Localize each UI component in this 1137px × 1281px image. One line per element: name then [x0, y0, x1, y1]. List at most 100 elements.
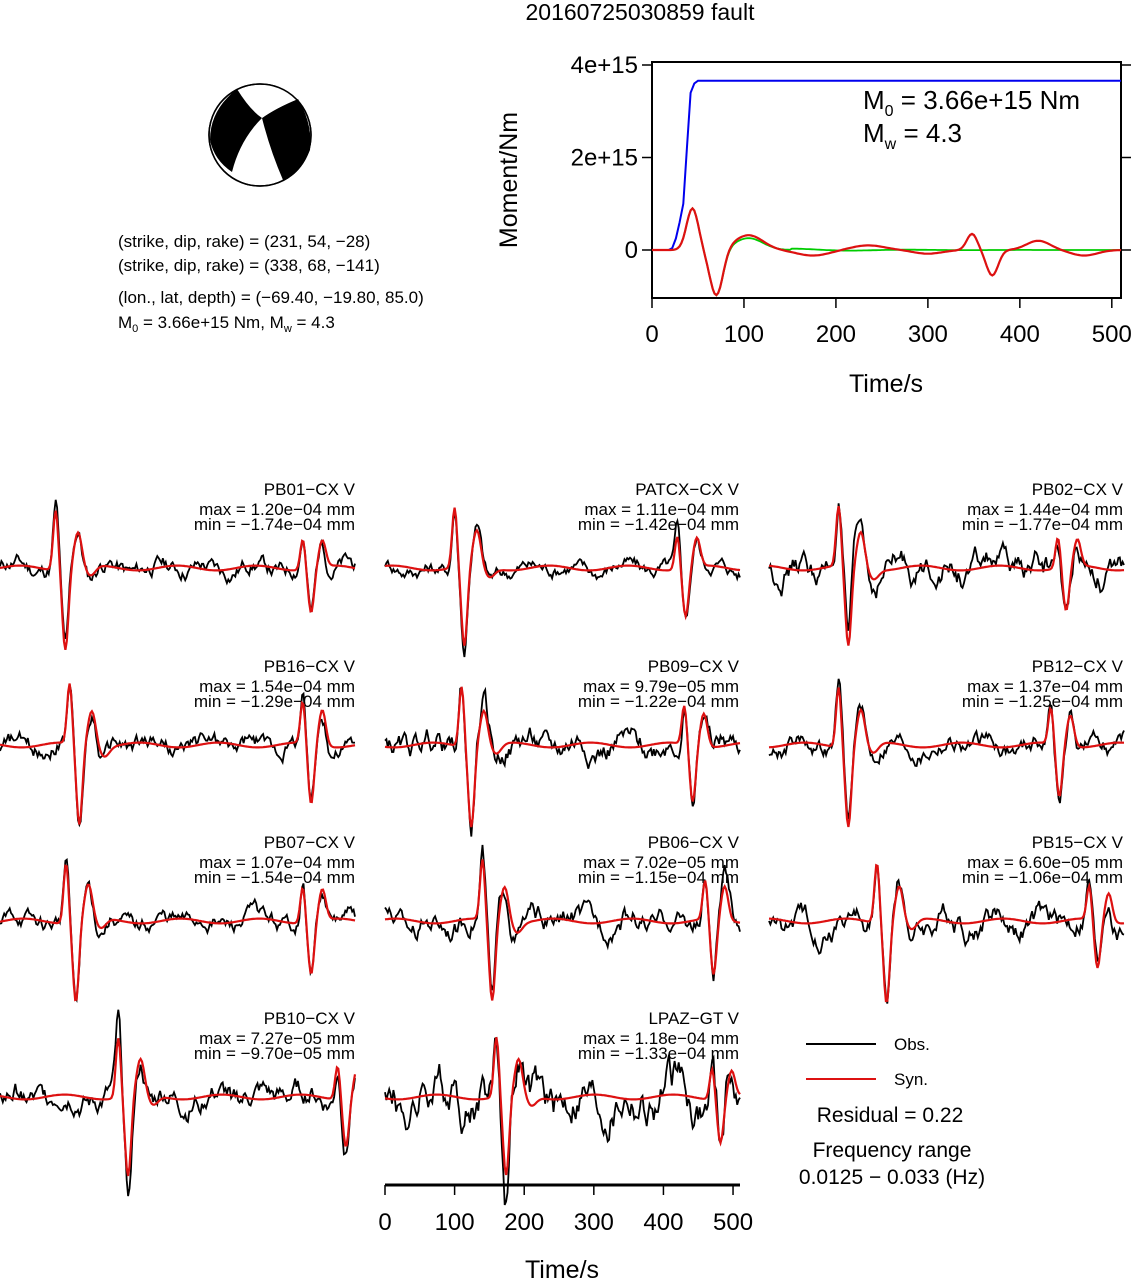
station-name: PATCX−CX V	[635, 480, 739, 499]
waveform-xlabel: Time/s	[525, 1256, 599, 1281]
waveform-xtick-label: 200	[504, 1209, 544, 1236]
moment-xtick-label: 0	[645, 321, 658, 348]
waveform-xtick-label: 0	[378, 1209, 391, 1236]
station-max: max = 1.44e−04 mm	[967, 500, 1123, 519]
moment-ytick-label: 0	[625, 237, 638, 264]
waveform-time-axis: Time/s 0 100 200 300 400 500	[378, 1183, 753, 1281]
station-min: min = −1.54e−04 mm	[194, 868, 355, 887]
station-min: min = −1.06e−04 mm	[962, 868, 1123, 887]
moment-xtick-label: 300	[908, 321, 948, 348]
station-name: PB01−CX V	[264, 480, 356, 499]
observed-waveform	[384, 844, 741, 991]
station-name: PB07−CX V	[264, 833, 356, 852]
station-max: max = 9.79e−05 mm	[583, 677, 739, 696]
m0-symbol: M	[118, 313, 132, 332]
station-name: LPAZ−GT V	[648, 1009, 739, 1028]
m0-label-value: = 3.66e+15 Nm	[894, 85, 1080, 115]
observed-waveform	[384, 686, 741, 837]
station-max: max = 7.27e−05 mm	[199, 1029, 355, 1048]
station-max: max = 6.60e−05 mm	[967, 853, 1123, 872]
station-name: PB10−CX V	[264, 1009, 356, 1028]
waveform-xtick-label: 400	[643, 1209, 683, 1236]
station-max: max = 1.11e−04 mm	[584, 500, 739, 519]
observed-waveform	[384, 1036, 741, 1206]
frequency-range-value: 0.0125 − 0.033 (Hz)	[799, 1166, 985, 1189]
synthetic-waveform	[384, 859, 741, 1001]
station-max: max = 1.07e−04 mm	[199, 853, 355, 872]
waveform-xtick-label: 300	[574, 1209, 614, 1236]
observed-waveform	[0, 1009, 356, 1197]
synthetic-waveform	[0, 864, 356, 1002]
waveform-xtick-label: 100	[435, 1209, 475, 1236]
waveform-xtick-label: 500	[713, 1209, 753, 1236]
synthetic-waveform	[0, 1038, 357, 1177]
station-max: max = 1.20e−04 mm	[199, 500, 355, 519]
station-min: min = −1.25e−04 mm	[962, 692, 1123, 711]
legend-obs-label: Obs.	[894, 1035, 930, 1054]
moment-mw-annotation: Mw = 4.3	[863, 118, 962, 153]
station-name: PB15−CX V	[1032, 833, 1124, 852]
legend: Obs. Syn. Residual = 0.22 Frequency rang…	[799, 1035, 985, 1189]
synthetic-waveform	[768, 863, 1125, 1003]
station-name: PB09−CX V	[648, 657, 740, 676]
station-min: min = −1.74e−04 mm	[194, 515, 355, 534]
synthetic-waveform	[0, 683, 356, 825]
synthetic-waveform	[768, 505, 1125, 646]
nodal-plane-2: (strike, dip, rake) = (338, 68, −141)	[118, 256, 380, 275]
station-name: PB06−CX V	[648, 833, 740, 852]
synthetic-waveform	[384, 686, 741, 828]
m0-subscript: 0	[132, 323, 138, 335]
station-name: PB02−CX V	[1032, 480, 1124, 499]
mw-label-sub: w	[884, 136, 897, 153]
moment-ytick-label: 4e+15	[571, 52, 638, 79]
residual-text: Residual = 0.22	[817, 1104, 964, 1127]
station-name: PB16−CX V	[264, 657, 356, 676]
station-min: min = −1.29e−04 mm	[194, 692, 355, 711]
station-max: max = 1.54e−04 mm	[199, 677, 355, 696]
figure-title: 20160725030859 fault	[526, 0, 756, 25]
station-min: min = −9.70e−05 mm	[194, 1044, 355, 1063]
mw-label-value: = 4.3	[896, 118, 962, 148]
moment-ylabel: Moment/Nm	[495, 112, 523, 248]
moment-ytick-label: 2e+15	[571, 145, 638, 172]
observed-waveform	[0, 684, 356, 828]
moment-xtick-label: 400	[1000, 321, 1040, 348]
moment-xtick-label: 200	[816, 321, 856, 348]
moment-magnitude-line: M0 = 3.66e+15 Nm, Mw = 4.3	[118, 313, 335, 335]
moment-plot-frame	[651, 61, 1122, 299]
m0-label-sub: 0	[885, 103, 894, 120]
moment-xtick-label: 100	[724, 321, 764, 348]
source-parameters: (strike, dip, rake) = (231, 54, −28) (st…	[118, 232, 424, 335]
beach-ball-icon	[208, 83, 312, 187]
synthetic-waveform	[384, 1037, 741, 1176]
station-min: min = −1.15e−04 mm	[578, 868, 739, 887]
moment-series	[652, 79, 1122, 297]
m0-label: M	[863, 85, 885, 115]
moment-chart: 0 100 200 300 400 500 0 2e+15 4e+15 Moment/Nm Ti…	[495, 52, 1132, 398]
station-min: min = −1.33e−04 mm	[578, 1044, 739, 1063]
station-min: min = −1.22e−04 mm	[578, 692, 739, 711]
moment-m0-annotation: M0 = 3.66e+15 Nm	[863, 85, 1080, 120]
station-max: max = 7.02e−05 mm	[583, 853, 739, 872]
m0-mw-text: = 3.66e+15 Nm, M	[138, 313, 284, 332]
filtered-moment-rate-line	[652, 206, 1122, 297]
moment-xtick-label: 500	[1092, 321, 1132, 348]
observed-waveform	[768, 865, 1125, 1004]
frequency-range-title: Frequency range	[813, 1139, 972, 1162]
observed-waveform	[384, 512, 741, 658]
station-min: min = −1.77e−04 mm	[962, 515, 1123, 534]
legend-syn-label: Syn.	[894, 1070, 928, 1089]
